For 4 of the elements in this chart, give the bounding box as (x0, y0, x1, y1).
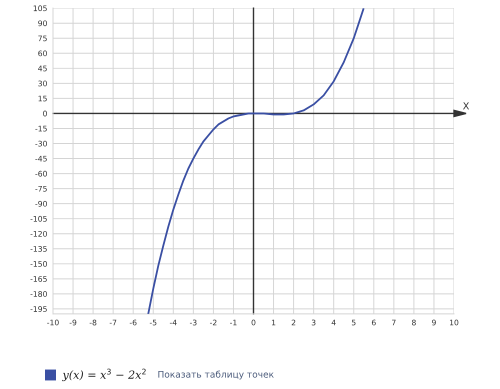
text: Показать таблицу точек (158, 370, 274, 380)
legend-label: y(x) = x$^{3}$ − 2x$^{2}$ (62, 368, 146, 382)
line-series (147, 8, 364, 314)
x-axis-title: X (462, 102, 470, 110)
